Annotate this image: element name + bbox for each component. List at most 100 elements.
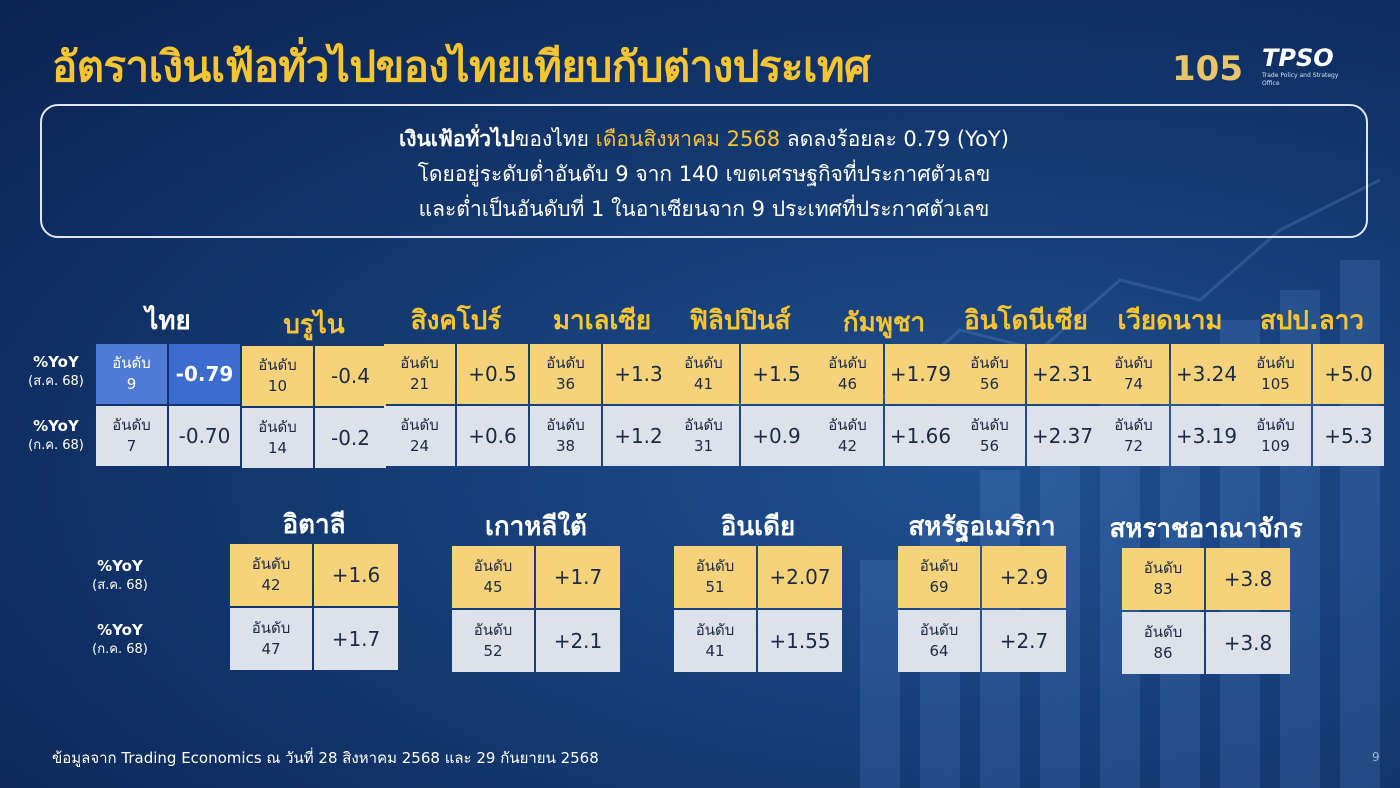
rank-number: 109	[1261, 437, 1290, 455]
inflation-value-jul: +1.55	[758, 610, 842, 672]
rank-cell-jul: อันดับ 7	[96, 406, 167, 466]
rank-cell-aug: อันดับ 83	[1122, 548, 1204, 610]
inflation-value-aug: +1.7	[536, 546, 620, 608]
inflation-value-aug: +3.24	[1171, 344, 1242, 404]
rank-cell-jul: อันดับ 38	[530, 406, 601, 466]
rank-label: อันดับ	[1256, 354, 1295, 372]
rank-cell-aug: อันดับ 45	[452, 546, 534, 608]
rank-label: อันดับ	[684, 416, 723, 434]
inflation-value-jul: +1.7	[314, 608, 398, 670]
rank-label: อันดับ	[1143, 623, 1183, 641]
country-name: อินเดีย	[720, 512, 796, 542]
rank-cell-aug: อันดับ 36	[530, 344, 601, 404]
source-footnote: ข้อมูลจาก Trading Economics ณ วันที่ 28 …	[52, 749, 599, 767]
inflation-value-jul: +0.6	[457, 406, 528, 466]
rank-number: 74	[1123, 375, 1144, 393]
page-title: อัตราเงินเฟ้อทั่วไปของไทยเทียบกับต่างประ…	[52, 42, 871, 91]
rank-cell-jul: อันดับ 42	[812, 406, 883, 466]
rank-cell-aug: อันดับ 41	[668, 344, 739, 404]
inflation-value-aug: +1.3	[603, 344, 674, 404]
rank-label: อันดับ	[695, 621, 735, 639]
rank-number: 31	[693, 437, 714, 455]
rank-label: อันดับ	[400, 416, 439, 434]
rank-cell-jul: อันดับ 64	[898, 610, 980, 672]
rank-number: 46	[837, 375, 858, 393]
inflation-value-jul: +5.3	[1313, 406, 1384, 466]
rank-number: 42	[261, 576, 281, 594]
rank-label: อันดับ	[1256, 416, 1295, 434]
rank-label: อันดับ	[258, 356, 297, 374]
rank-label: อันดับ	[473, 621, 513, 639]
rank-label: อันดับ	[251, 619, 291, 637]
rank-number: 38	[555, 437, 576, 455]
rank-number: 14	[267, 439, 288, 457]
rank-number: 10	[267, 377, 288, 395]
inflation-value-aug: +1.5	[741, 344, 812, 404]
page-number: 9	[1372, 750, 1380, 764]
rank-number: 72	[1123, 437, 1144, 455]
rank-label: อันดับ	[919, 621, 959, 639]
country-name: ฟิลิปปินส์	[689, 306, 791, 336]
country-name: มาเลเซีย	[552, 306, 652, 336]
rank-label: อันดับ	[684, 354, 723, 372]
rank-number: 51	[705, 578, 725, 596]
country-name: สปป.ลาว	[1260, 306, 1364, 336]
rank-cell-aug: อันดับ 10	[242, 346, 313, 406]
rank-number: 9	[126, 375, 137, 393]
row-label-main: %YoY	[33, 417, 79, 435]
country-name: บรูไน	[283, 310, 345, 340]
row-label-sub: (ก.ค. 68)	[28, 438, 84, 453]
rank-number: 52	[483, 642, 503, 660]
rank-cell-aug: อันดับ 51	[674, 546, 756, 608]
rank-cell-jul: อันดับ 72	[1098, 406, 1169, 466]
rank-cell-aug: อันดับ 42	[230, 544, 312, 606]
row-label-sub: (ก.ค. 68)	[92, 642, 148, 657]
rank-label: อันดับ	[828, 416, 867, 434]
rank-label: อันดับ	[919, 557, 959, 575]
tpso-logo: TPSO Trade Policy and Strategy Office	[1262, 44, 1354, 92]
rank-number: 41	[705, 642, 725, 660]
summary-bold: เงินเฟ้อทั่วไป	[399, 127, 515, 151]
country-name: สหราชอาณาจักร	[1109, 514, 1303, 544]
row-label-jul-top: %YoY (ก.ค. 68)	[18, 416, 94, 456]
rank-label: อันดับ	[1143, 559, 1183, 577]
summary-text-a: ของไทย	[515, 127, 596, 151]
summary-highlight: เดือนสิงหาคม 2568	[595, 127, 781, 151]
rank-cell-jul: อันดับ 86	[1122, 612, 1204, 674]
country-name: เกาหลีใต้	[485, 512, 587, 542]
rank-label: อันดับ	[1114, 416, 1153, 434]
country-name: สิงคโปร์	[410, 306, 502, 336]
rank-cell-jul: อันดับ 31	[668, 406, 739, 466]
summary-line-1: เงินเฟ้อทั่วไปของไทย เดือนสิงหาคม 2568 ล…	[42, 122, 1366, 157]
inflation-value-jul: +0.9	[741, 406, 812, 466]
rank-number: 7	[126, 437, 137, 455]
tpso-logo-text: TPSO	[1262, 44, 1334, 72]
rank-cell-jul: อันดับ 52	[452, 610, 534, 672]
country-name: ไทย	[145, 306, 191, 336]
country-name: สหรัฐอเมริกา	[908, 512, 1056, 542]
row-label-jul-bottom: %YoY (ก.ค. 68)	[80, 620, 160, 660]
rank-label: อันดับ	[546, 416, 585, 434]
rank-cell-jul: อันดับ 24	[384, 406, 455, 466]
rank-label: อันดับ	[112, 416, 151, 434]
rank-cell-jul: อันดับ 14	[242, 408, 313, 468]
rank-cell-aug: อันดับ 46	[812, 344, 883, 404]
rank-cell-aug: อันดับ 56	[954, 344, 1025, 404]
anniversary-logo: 105	[1172, 46, 1252, 92]
row-label-sub: (ส.ค. 68)	[28, 374, 84, 389]
row-label-aug-bottom: %YoY (ส.ค. 68)	[80, 556, 160, 596]
inflation-value-aug: +5.0	[1313, 344, 1384, 404]
inflation-value-jul: -0.70	[169, 406, 240, 466]
inflation-value-jul: -0.2	[315, 408, 386, 468]
rank-cell-aug: อันดับ 69	[898, 546, 980, 608]
rank-label: อันดับ	[970, 416, 1009, 434]
rank-cell-jul: อันดับ 56	[954, 406, 1025, 466]
rank-number: 21	[409, 375, 430, 393]
country-name: อิตาลี	[282, 510, 346, 540]
tpso-logo-subtitle: Trade Policy and Strategy Office	[1262, 72, 1339, 87]
inflation-value-jul: +2.7	[982, 610, 1066, 672]
rank-label: อันดับ	[546, 354, 585, 372]
inflation-value-aug: -0.4	[315, 346, 386, 406]
country-name: เวียดนาม	[1117, 306, 1223, 336]
country-name: อินโดนีเซีย	[964, 306, 1088, 336]
